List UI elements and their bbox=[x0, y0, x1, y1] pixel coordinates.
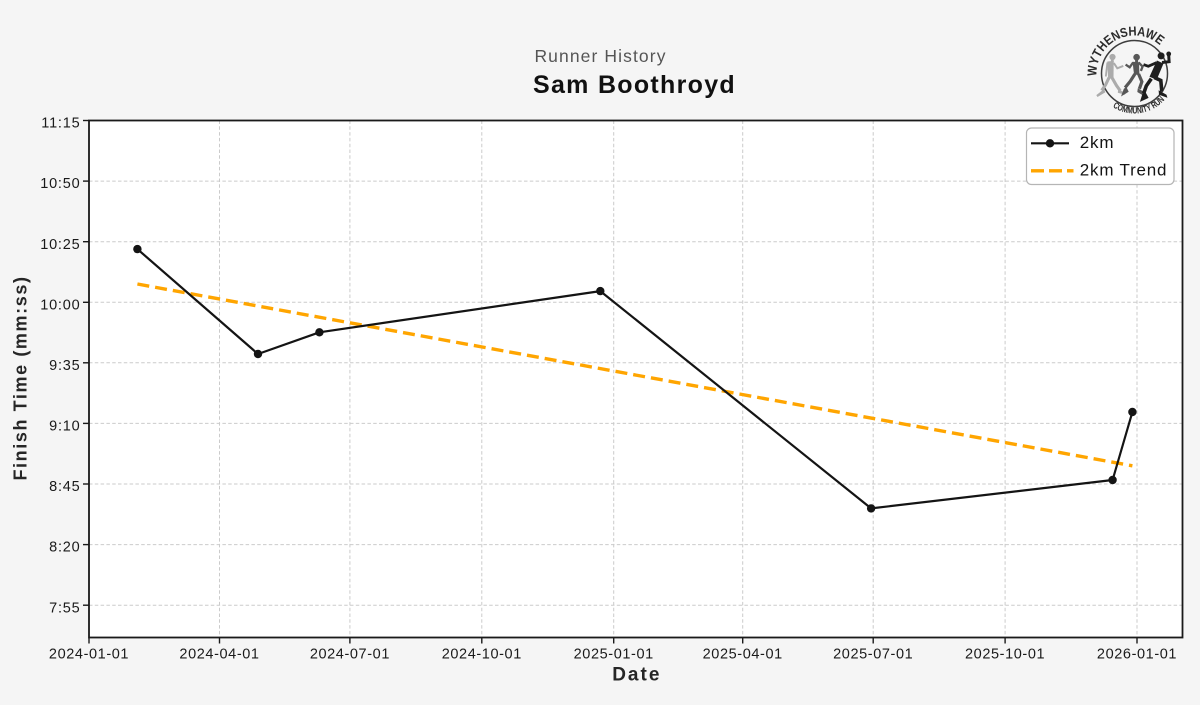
svg-text:8:20: 8:20 bbox=[49, 540, 80, 556]
svg-text:2026-01-01: 2026-01-01 bbox=[1097, 646, 1177, 662]
svg-text:2025-04-01: 2025-04-01 bbox=[703, 646, 783, 662]
svg-text:2025-10-01: 2025-10-01 bbox=[965, 646, 1045, 662]
svg-text:9:10: 9:10 bbox=[49, 419, 80, 435]
svg-text:7:55: 7:55 bbox=[49, 600, 80, 616]
svg-text:2km: 2km bbox=[1080, 133, 1115, 152]
svg-text:10:50: 10:50 bbox=[40, 176, 80, 192]
svg-text:Runner History: Runner History bbox=[534, 46, 666, 66]
svg-text:Sam Boothroyd: Sam Boothroyd bbox=[533, 71, 736, 99]
svg-text:8:45: 8:45 bbox=[49, 479, 80, 495]
svg-text:Date: Date bbox=[612, 665, 661, 686]
svg-text:2025-07-01: 2025-07-01 bbox=[833, 646, 913, 662]
svg-text:2024-01-01: 2024-01-01 bbox=[49, 646, 129, 662]
svg-text:2km Trend: 2km Trend bbox=[1080, 161, 1168, 180]
svg-text:2024-10-01: 2024-10-01 bbox=[442, 646, 522, 662]
svg-text:2025-01-01: 2025-01-01 bbox=[574, 646, 654, 662]
svg-text:10:00: 10:00 bbox=[40, 297, 80, 313]
svg-text:9:35: 9:35 bbox=[49, 358, 80, 374]
svg-text:10:25: 10:25 bbox=[40, 237, 80, 253]
svg-text:2024-07-01: 2024-07-01 bbox=[310, 646, 390, 662]
svg-text:11:15: 11:15 bbox=[41, 116, 80, 132]
svg-text:2024-04-01: 2024-04-01 bbox=[179, 646, 259, 662]
svg-text:Finish Time (mm:ss): Finish Time (mm:ss) bbox=[10, 275, 30, 480]
